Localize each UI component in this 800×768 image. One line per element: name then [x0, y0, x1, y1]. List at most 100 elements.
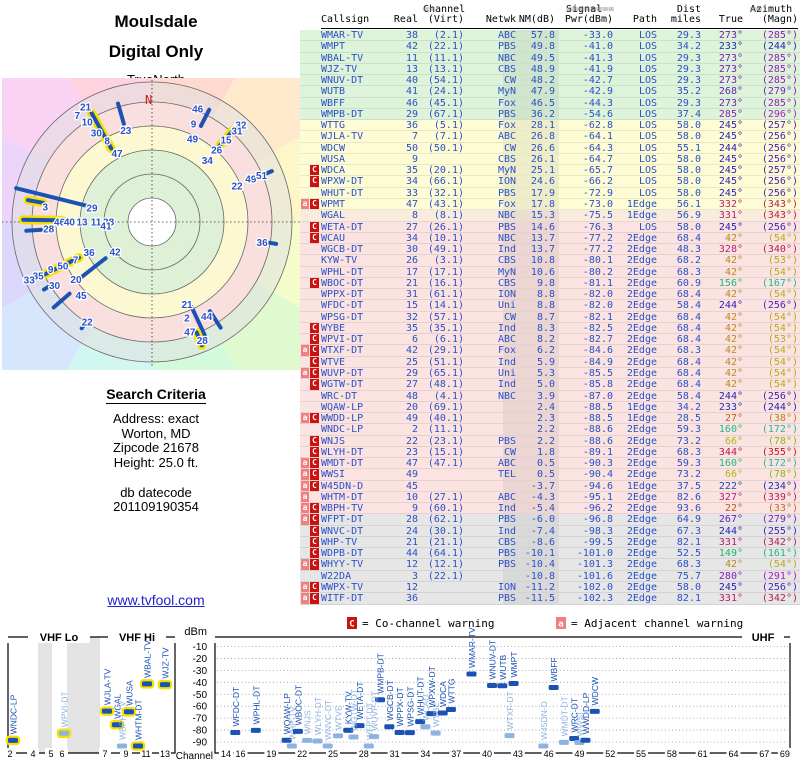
radar-channel-label: 26 — [211, 146, 223, 157]
nm-column-band — [503, 435, 559, 446]
cell-pwr: -64.1 — [582, 131, 613, 143]
station-bar — [79, 256, 108, 280]
adjacent-warning-badge: a — [301, 559, 309, 570]
radar-channel-label: 23 — [120, 126, 132, 137]
uhf-channel-tick: 67 — [759, 749, 769, 759]
station-marker-label: WGTW-DT — [349, 689, 359, 731]
station-marker-label: WBAL-TV — [143, 640, 153, 678]
table-row: WHUT-DT 33 (32.1) PBS 17.9 -72.9 LOS 58.0 245° (2… — [300, 187, 800, 199]
cell-nm: 8.2 — [536, 334, 555, 346]
cell-real: 49 — [405, 469, 418, 481]
nm-column-band — [503, 52, 559, 63]
cell-pwr: -88.5 — [582, 401, 613, 413]
radar-channel-label: 40 — [64, 218, 76, 229]
cell-netwk: ABC — [497, 491, 516, 503]
station-marker — [354, 723, 365, 729]
adjacent-warning-badge: a — [301, 469, 309, 480]
co-channel-warning-badge: C — [310, 435, 319, 446]
cell-magn-azimuth: (285°) — [761, 30, 798, 41]
cell-nm: 28.1 — [530, 120, 555, 132]
cell-magn-azimuth: (342°) — [761, 593, 798, 605]
co-channel-warning-badge: C — [310, 198, 319, 210]
table-row: KYW-TV 26 (3.1) CBS 10.8 -80.1 2Edge 68.2 42° (53… — [300, 255, 800, 267]
cell-virt — [418, 154, 464, 164]
cell-path: 1Edge — [626, 210, 657, 222]
uhf-channel-tick: 19 — [266, 749, 276, 759]
cell-path: 2Edge — [626, 255, 657, 267]
cell-true-azimuth: 42° — [724, 311, 743, 323]
cell-nm: 1.8 — [536, 446, 555, 458]
cell-nm: 48.2 — [530, 75, 555, 87]
cell-miles: 58.4 — [676, 300, 701, 312]
cell-path: 1Edge — [626, 198, 657, 210]
cell-callsign: WHP-TV — [321, 536, 358, 548]
tvfool-link-anchor[interactable]: www.tvfool.com — [107, 592, 205, 608]
station-marker-label: WPXW-DT — [427, 666, 437, 707]
cell-path: 2Edge — [626, 424, 657, 436]
station-marker-label: WBPH-TV — [118, 700, 128, 740]
cell-path: LOS — [638, 187, 657, 199]
cell-true-azimuth: 222° — [718, 480, 743, 492]
cell-pwr: -44.3 — [582, 97, 613, 109]
cell-callsign: WNDC-LP — [321, 424, 364, 436]
nm-column-band — [503, 165, 559, 176]
cell-nm: 49.5 — [530, 52, 555, 64]
cell-true-azimuth: 268° — [718, 86, 743, 98]
cell-nm: 2.3 — [536, 413, 555, 425]
nm-column-band — [503, 367, 559, 379]
cell-callsign: WQAW-LP — [321, 401, 364, 413]
cell-pwr: -88.6 — [582, 435, 613, 447]
cell-miles: 82.1 — [676, 536, 701, 548]
cell-path: 2Edge — [626, 458, 657, 470]
cell-real: 25 — [405, 356, 418, 368]
nm-column-band — [503, 120, 559, 131]
cell-virt: (60.1) — [427, 503, 464, 515]
cell-real: 10 — [405, 491, 418, 503]
cell-virt — [418, 582, 464, 592]
co-channel-warning-badge: C — [310, 232, 319, 244]
cell-magn-azimuth: (285°) — [761, 63, 798, 75]
cell-callsign: WNUV-DT — [321, 75, 364, 87]
cell-path: LOS — [638, 176, 657, 188]
cell-magn-azimuth: (256°) — [761, 221, 798, 233]
radar-channel-label: 3 — [42, 202, 48, 213]
adjacent-warning-badge: a — [301, 458, 309, 469]
nm-column-band — [503, 514, 559, 525]
station-marker — [133, 743, 143, 749]
table-row: WNDC-LP 2 (11.1) 2.2 -88.6 2Edge 59.3 160° (172°… — [300, 424, 800, 436]
cell-magn-azimuth: (256°) — [761, 300, 798, 312]
cell-miles: 68.4 — [676, 356, 701, 368]
cell-netwk: PBS — [497, 435, 516, 447]
cell-path: 2Edge — [626, 277, 657, 289]
cell-nm: 13.7 — [530, 244, 555, 256]
cell-virt: (21.1) — [427, 536, 464, 548]
cell-callsign: WBOC-DT — [321, 277, 364, 289]
vhf-channel-tick: 11 — [141, 749, 150, 759]
cell-miles: 48.3 — [676, 244, 701, 256]
station-marker — [548, 684, 559, 690]
cell-magn-azimuth: (54°) — [767, 345, 798, 357]
cell-miles: 82.1 — [676, 593, 701, 605]
cell-magn-azimuth: (172°) — [761, 424, 798, 436]
cell-nm: 10.6 — [530, 266, 555, 278]
table-row: WNUV-DT 40 (54.1) CW 48.2 -42.7 LOS 29.3 273° (28… — [300, 75, 800, 87]
adjacent-warning-badge: a — [301, 593, 309, 604]
station-marker-label: WMDT-DT — [559, 696, 569, 736]
report-title-line1: Moulsdale — [114, 12, 198, 31]
radar-channel-label: 29 — [86, 204, 98, 215]
cell-path: LOS — [638, 153, 657, 165]
cell-true-azimuth: 22° — [724, 503, 743, 515]
cell-real: 31 — [405, 289, 418, 301]
table-row: WBFF 46 (45.1) Fox 46.5 -44.3 LOS 29.3 273° (285°… — [300, 97, 800, 109]
cell-callsign: WGTW-DT — [321, 379, 364, 391]
nm-column-band — [503, 548, 559, 559]
cell-nm: -10.4 — [524, 559, 555, 571]
co-channel-warning-badge: C — [310, 559, 319, 570]
cell-virt: (2.1) — [433, 30, 464, 41]
table-row: WQAW-LP 20 (69.1) 2.4 -88.5 1Edge 34.2 233° (244… — [300, 401, 800, 414]
cell-callsign: WYBE — [321, 322, 346, 334]
cell-nm: -8.6 — [530, 536, 555, 548]
station-marker — [302, 737, 313, 743]
cell-callsign: WTXF-DT — [321, 345, 364, 357]
cell-true-azimuth: 42° — [724, 559, 743, 571]
